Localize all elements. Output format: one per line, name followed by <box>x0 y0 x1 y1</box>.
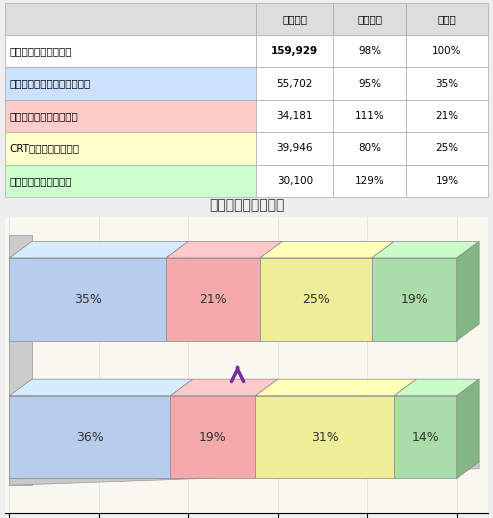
Polygon shape <box>394 379 479 396</box>
Polygon shape <box>9 235 32 485</box>
Text: 21%: 21% <box>199 293 227 306</box>
Bar <box>5 132 256 165</box>
Text: 14%: 14% <box>412 430 439 443</box>
Polygon shape <box>255 379 417 396</box>
Bar <box>333 132 406 165</box>
Text: 129%: 129% <box>355 176 385 186</box>
Bar <box>333 100 406 132</box>
Text: 159,929: 159,929 <box>271 46 318 56</box>
Polygon shape <box>166 241 282 258</box>
Text: 19%: 19% <box>199 430 227 443</box>
Text: 21%: 21% <box>435 111 458 121</box>
Bar <box>406 100 488 132</box>
Text: 19%: 19% <box>400 293 428 306</box>
Bar <box>333 3 406 35</box>
Polygon shape <box>457 379 479 479</box>
Bar <box>406 35 488 67</box>
Polygon shape <box>9 462 479 485</box>
Text: 31%: 31% <box>311 430 339 443</box>
Bar <box>256 165 333 197</box>
Bar <box>9 258 166 341</box>
Text: 34,181: 34,181 <box>277 111 313 121</box>
Text: 55,702: 55,702 <box>277 79 313 89</box>
Text: 構成比: 構成比 <box>438 14 457 24</box>
Bar <box>333 35 406 67</box>
Text: デスクトップ型パソコン本体: デスクトップ型パソコン本体 <box>10 79 91 89</box>
Polygon shape <box>372 241 479 258</box>
Bar <box>5 100 256 132</box>
Text: 100%: 100% <box>432 46 462 56</box>
Bar <box>256 132 333 165</box>
Bar <box>333 67 406 100</box>
Bar <box>333 165 406 197</box>
Text: 80%: 80% <box>358 143 381 153</box>
Bar <box>260 258 372 341</box>
Bar <box>171 396 255 479</box>
Text: 前年度比: 前年度比 <box>357 14 382 24</box>
Bar <box>256 100 333 132</box>
Text: 35%: 35% <box>435 79 458 89</box>
Text: CRTディスプレイ装置: CRTディスプレイ装置 <box>10 143 80 153</box>
Text: ノートブック型パソコン: ノートブック型パソコン <box>10 111 78 121</box>
Bar <box>5 67 256 100</box>
Text: 25%: 25% <box>302 293 330 306</box>
Bar <box>255 396 394 479</box>
Bar <box>256 35 333 67</box>
Bar <box>394 396 457 479</box>
Bar <box>406 165 488 197</box>
Text: 35%: 35% <box>74 293 102 306</box>
Polygon shape <box>171 379 278 396</box>
Text: 39,946: 39,946 <box>277 143 313 153</box>
Bar <box>5 35 256 67</box>
Bar <box>256 3 333 35</box>
Text: 液晶ディスプレイ装置: 液晶ディスプレイ装置 <box>10 176 72 186</box>
Bar <box>372 258 457 341</box>
Bar <box>9 396 171 479</box>
Text: 回収・リサイクル実績: 回収・リサイクル実績 <box>10 46 72 56</box>
Bar <box>406 67 488 100</box>
Text: 回収台数: 回収台数 <box>282 14 307 24</box>
Text: 25%: 25% <box>435 143 458 153</box>
Title: 構成比前年同期比較: 構成比前年同期比較 <box>209 199 284 213</box>
Bar <box>256 67 333 100</box>
Bar <box>406 3 488 35</box>
Text: 98%: 98% <box>358 46 381 56</box>
Bar <box>5 3 256 35</box>
Polygon shape <box>9 241 188 258</box>
Bar <box>166 258 260 341</box>
Text: 30,100: 30,100 <box>277 176 313 186</box>
Polygon shape <box>457 241 479 341</box>
Text: 19%: 19% <box>435 176 458 186</box>
Text: 111%: 111% <box>355 111 385 121</box>
Bar <box>406 132 488 165</box>
Text: 95%: 95% <box>358 79 381 89</box>
Bar <box>5 165 256 197</box>
Polygon shape <box>260 241 394 258</box>
Text: 36%: 36% <box>76 430 104 443</box>
Polygon shape <box>9 379 193 396</box>
